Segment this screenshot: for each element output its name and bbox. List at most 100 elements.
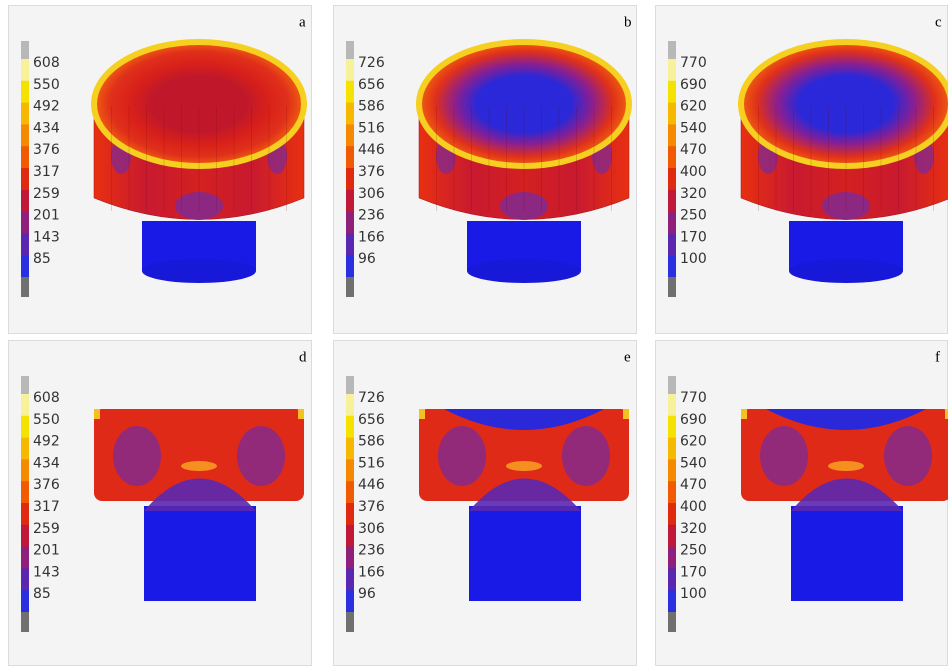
colorbar-label: 516 <box>358 120 385 136</box>
panel-letter: d <box>299 349 307 365</box>
colorbar-label: 85 <box>33 586 51 602</box>
colorbar-label: 236 <box>358 208 385 224</box>
colorbar-label: 306 <box>358 186 385 202</box>
colorbar-segment <box>346 212 354 234</box>
colorbar-segment <box>21 416 29 438</box>
colorbar-label: 259 <box>33 186 60 202</box>
colorbar-segment <box>668 124 676 146</box>
colorbar-segment <box>21 59 29 81</box>
colorbar-segment <box>21 233 29 255</box>
colorbar-label: 96 <box>358 251 376 267</box>
colorbar-segment <box>668 81 676 103</box>
colorbar-label: 143 <box>33 564 60 580</box>
colorbar-segment <box>346 503 354 525</box>
colorbar-label: 726 <box>358 55 385 71</box>
colorbar-segment <box>346 146 354 168</box>
colorbar-label: 376 <box>33 477 60 493</box>
panel-letter: b <box>624 14 632 30</box>
flange-spot <box>760 426 808 486</box>
colorbar-segment <box>346 525 354 547</box>
colorbar-segment <box>668 59 676 81</box>
flange-spot <box>884 426 932 486</box>
colorbar-label: 376 <box>33 142 60 158</box>
colorbar-segment <box>668 255 676 277</box>
colorbar-segment <box>346 103 354 125</box>
colorbar-cap <box>668 41 676 59</box>
colorbar-segment <box>346 168 354 190</box>
colorbar-label: 540 <box>680 120 707 136</box>
colorbar-segment <box>668 190 676 212</box>
colorbar-label: 376 <box>358 164 385 180</box>
colorbar-segment <box>21 81 29 103</box>
colorbar-label: 470 <box>680 142 707 158</box>
colorbar-label: 400 <box>680 164 707 180</box>
head-top <box>741 42 948 166</box>
colorbar-segment <box>346 547 354 569</box>
colorbar-label: 446 <box>358 477 385 493</box>
colorbar-label: 317 <box>33 164 60 180</box>
corner <box>741 409 747 419</box>
colorbar-segment <box>346 459 354 481</box>
colorbar-label: 620 <box>680 99 707 115</box>
colorbar-label: 608 <box>33 55 60 71</box>
colorbar-segment <box>346 233 354 255</box>
colorbar-segment <box>668 438 676 460</box>
figure: 60855049243437631725920114385a7266565865… <box>0 0 948 666</box>
colorbar-label: 770 <box>680 390 707 406</box>
colorbar-label: 726 <box>358 390 385 406</box>
colorbar-segment <box>668 103 676 125</box>
panel-graphic: 770690620540470400320250170100f <box>656 341 948 666</box>
colorbar-segment <box>21 212 29 234</box>
colorbar-segment <box>21 568 29 590</box>
colorbar-cap <box>21 41 29 59</box>
colorbar-label: 586 <box>358 434 385 450</box>
colorbar-segment <box>668 503 676 525</box>
colorbar-label: 376 <box>358 499 385 515</box>
colorbar-segment <box>668 394 676 416</box>
colorbar-label: 250 <box>680 208 707 224</box>
panel-letter: f <box>935 349 940 365</box>
colorbar-label: 96 <box>358 586 376 602</box>
flange-highlight <box>828 461 864 471</box>
colorbar-segment <box>21 394 29 416</box>
colorbar-segment <box>346 81 354 103</box>
colorbar-segment <box>668 525 676 547</box>
colorbar-cap <box>668 612 676 632</box>
colorbar-segment <box>21 481 29 503</box>
colorbar-segment <box>21 590 29 612</box>
colorbar-label: 317 <box>33 499 60 515</box>
colorbar-cap <box>668 277 676 297</box>
colorbar-segment <box>21 103 29 125</box>
colorbar-label: 306 <box>358 521 385 537</box>
colorbar-label: 656 <box>358 412 385 428</box>
corner <box>419 409 425 419</box>
stem <box>469 506 581 601</box>
colorbar-cap <box>668 376 676 394</box>
colorbar-segment <box>668 459 676 481</box>
colorbar-label: 320 <box>680 186 707 202</box>
colorbar-segment <box>346 590 354 612</box>
colorbar-cap <box>346 612 354 632</box>
colorbar-segment <box>346 59 354 81</box>
colorbar-label: 516 <box>358 455 385 471</box>
colorbar-label: 656 <box>358 77 385 93</box>
colorbar-segment <box>21 124 29 146</box>
corner <box>623 409 629 419</box>
flange-highlight <box>506 461 542 471</box>
colorbar-segment <box>668 568 676 590</box>
colorbar-segment <box>21 146 29 168</box>
colorbar-segment <box>346 568 354 590</box>
colorbar-label: 434 <box>33 455 60 471</box>
colorbar-label: 201 <box>33 208 60 224</box>
colorbar-label: 166 <box>358 229 385 245</box>
colorbar-label: 166 <box>358 564 385 580</box>
colorbar-segment <box>21 459 29 481</box>
colorbar-segment <box>346 438 354 460</box>
